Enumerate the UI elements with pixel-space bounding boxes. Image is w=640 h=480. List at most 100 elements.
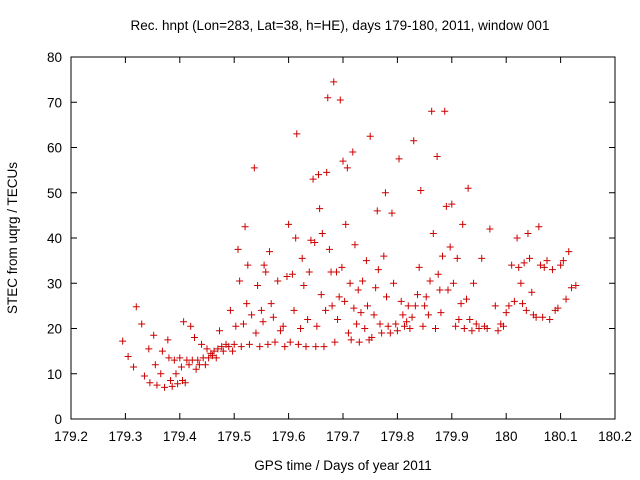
data-point bbox=[252, 329, 260, 337]
data-point bbox=[380, 252, 388, 260]
data-point bbox=[442, 202, 450, 210]
data-point bbox=[336, 96, 344, 104]
data-point bbox=[262, 268, 270, 276]
data-point bbox=[288, 270, 296, 278]
data-point bbox=[259, 318, 267, 326]
data-point bbox=[403, 318, 411, 326]
data-point bbox=[426, 277, 434, 285]
data-point bbox=[421, 302, 429, 310]
data-point bbox=[335, 293, 343, 301]
data-point bbox=[559, 257, 567, 265]
data-point bbox=[517, 279, 525, 287]
data-point bbox=[499, 322, 507, 330]
data-point bbox=[257, 306, 265, 314]
data-point bbox=[161, 383, 169, 391]
data-point bbox=[526, 254, 534, 262]
data-point bbox=[557, 261, 565, 269]
data-point bbox=[565, 248, 573, 256]
chart-title: Rec. hnpt (Lon=283, Lat=38, h=HE), days … bbox=[131, 18, 550, 33]
data-point bbox=[384, 322, 392, 330]
data-point bbox=[309, 175, 317, 183]
data-point bbox=[410, 137, 418, 145]
data-point bbox=[373, 207, 381, 215]
data-point bbox=[350, 304, 358, 312]
data-point bbox=[439, 252, 447, 260]
x-tick-label: 180 bbox=[495, 429, 518, 444]
data-point bbox=[374, 266, 382, 274]
data-point bbox=[293, 130, 301, 138]
data-point bbox=[414, 291, 422, 299]
data-point bbox=[203, 345, 211, 353]
data-point bbox=[318, 229, 326, 237]
data-point bbox=[408, 313, 416, 321]
data-point bbox=[244, 261, 252, 269]
data-point bbox=[464, 184, 472, 192]
x-tick-label: 179.7 bbox=[326, 429, 360, 444]
data-point bbox=[274, 277, 282, 285]
data-point bbox=[292, 234, 300, 242]
data-point bbox=[392, 320, 400, 328]
data-point bbox=[554, 304, 562, 312]
data-point bbox=[172, 370, 180, 378]
data-point bbox=[248, 311, 256, 319]
data-point bbox=[190, 334, 198, 342]
x-tick-label: 179.9 bbox=[435, 429, 469, 444]
data-point bbox=[300, 282, 308, 290]
data-point bbox=[341, 297, 349, 305]
data-point bbox=[146, 379, 154, 387]
y-tick-label: 50 bbox=[47, 186, 62, 201]
data-point bbox=[170, 356, 178, 364]
data-point bbox=[334, 315, 342, 323]
data-point bbox=[226, 306, 234, 314]
x-tick-label: 179.2 bbox=[54, 429, 88, 444]
data-point bbox=[572, 282, 580, 290]
data-point bbox=[241, 223, 249, 231]
data-point bbox=[362, 257, 370, 265]
data-point bbox=[535, 223, 543, 231]
data-point bbox=[462, 295, 470, 303]
y-tick-label: 80 bbox=[47, 50, 62, 65]
data-point bbox=[192, 365, 200, 373]
data-point bbox=[328, 302, 336, 310]
data-point bbox=[357, 309, 365, 317]
data-point bbox=[475, 325, 483, 332]
data-point bbox=[254, 282, 262, 290]
data-point bbox=[478, 254, 486, 262]
data-point bbox=[448, 200, 456, 208]
data-point bbox=[313, 322, 321, 330]
data-point bbox=[205, 354, 213, 362]
data-point bbox=[210, 347, 218, 355]
data-point bbox=[424, 311, 432, 319]
data-point bbox=[260, 261, 268, 269]
data-point bbox=[304, 315, 312, 323]
data-point bbox=[522, 306, 530, 314]
data-point bbox=[250, 164, 258, 172]
data-point bbox=[381, 189, 389, 197]
data-point bbox=[225, 343, 233, 351]
data-point bbox=[528, 288, 536, 296]
x-axis-label: GPS time / Days of year 2011 bbox=[254, 458, 432, 473]
data-point bbox=[283, 272, 291, 280]
data-point bbox=[355, 338, 363, 346]
data-point bbox=[302, 343, 310, 351]
data-point bbox=[449, 279, 457, 287]
data-point bbox=[267, 300, 275, 308]
data-point bbox=[548, 266, 556, 274]
data-point bbox=[378, 329, 386, 337]
data-point bbox=[452, 322, 460, 330]
data-point bbox=[411, 302, 419, 310]
data-point bbox=[453, 254, 461, 262]
y-tick-label: 30 bbox=[47, 276, 62, 291]
data-point bbox=[153, 381, 161, 389]
data-point bbox=[446, 243, 454, 251]
data-point bbox=[322, 306, 330, 314]
data-point bbox=[536, 261, 544, 269]
data-point bbox=[198, 340, 206, 348]
data-point bbox=[390, 279, 398, 287]
data-point bbox=[383, 293, 391, 301]
x-tick-label: 180.2 bbox=[598, 429, 632, 444]
y-axis-label: STEC from uqrg / TECUs bbox=[5, 162, 20, 314]
data-point bbox=[307, 236, 315, 244]
data-point bbox=[491, 302, 499, 310]
data-point bbox=[315, 171, 323, 179]
